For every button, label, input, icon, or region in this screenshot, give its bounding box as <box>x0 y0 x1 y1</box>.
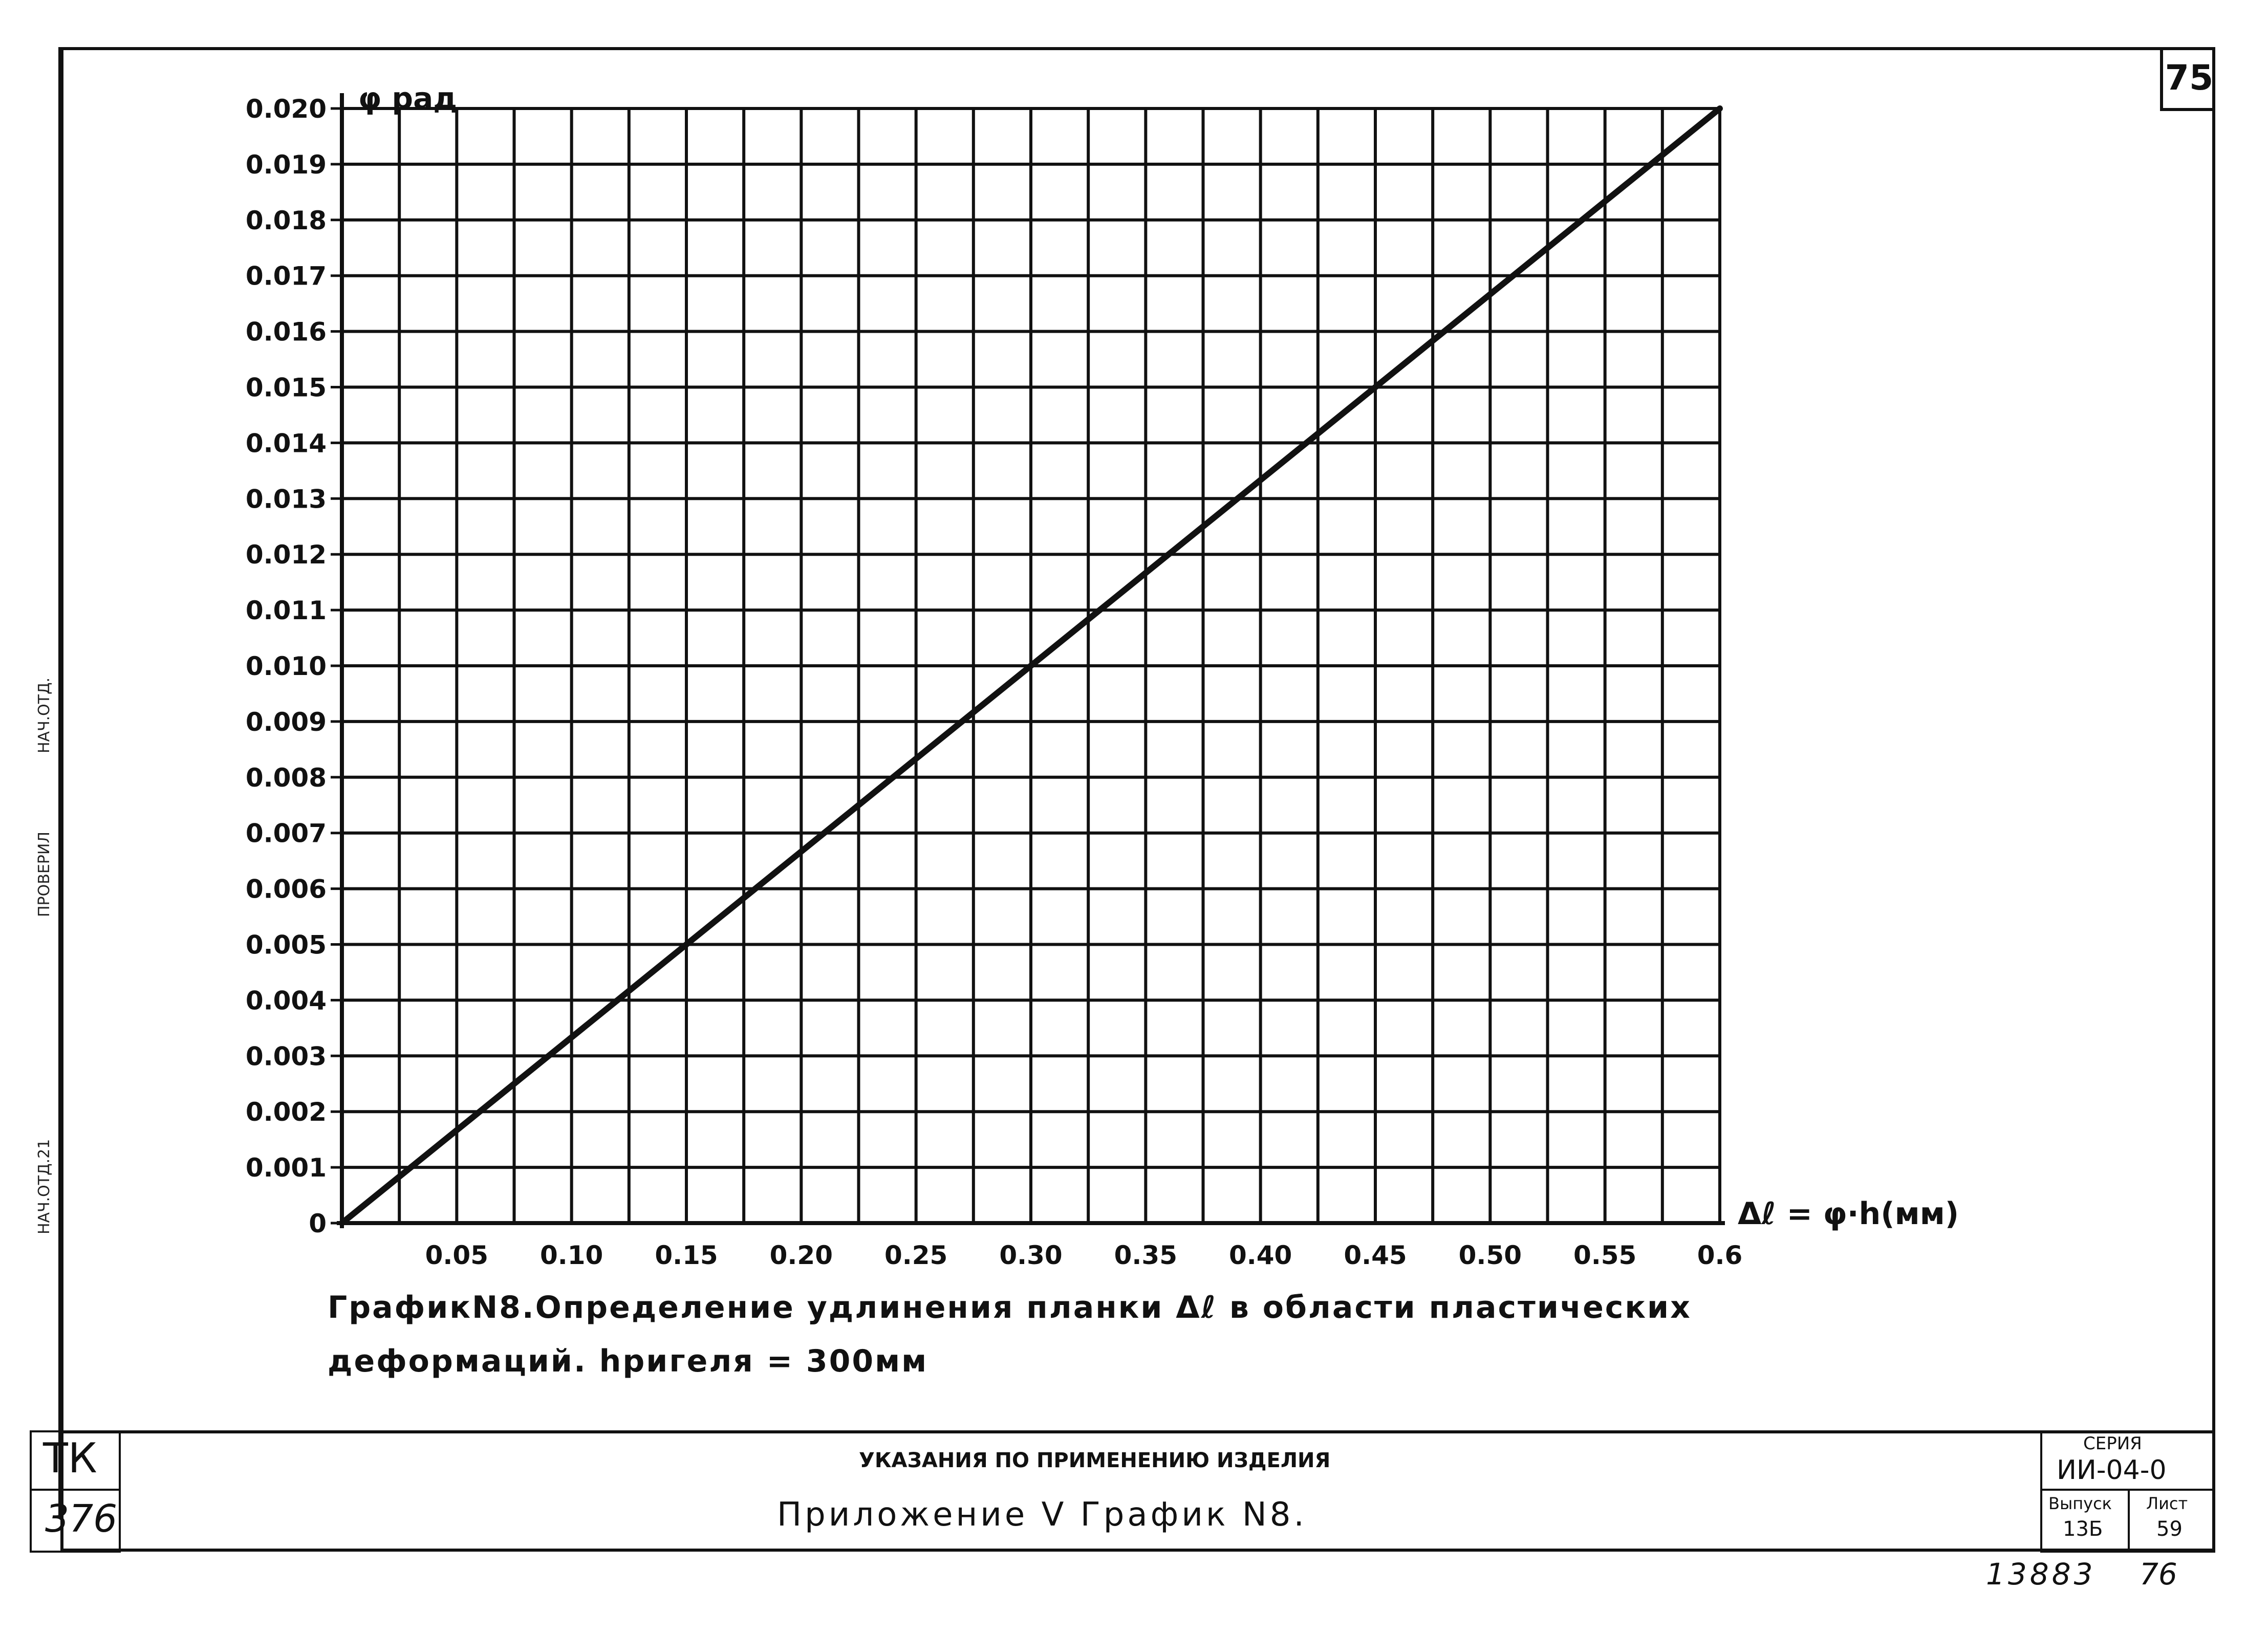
y-tick-label: 0.003 <box>246 1041 327 1071</box>
y-tick-label: 0.016 <box>246 317 327 347</box>
x-tick-label: 0.10 <box>540 1240 603 1270</box>
sheet-label: Лист <box>2146 1494 2188 1513</box>
chart-series <box>339 105 1723 1226</box>
x-tick-label: 0.6 <box>1697 1240 1743 1270</box>
sheet-value: 59 <box>2156 1517 2183 1541</box>
series-value: ИИ-04-0 <box>2057 1455 2167 1486</box>
x-tick-label: 0.45 <box>1344 1240 1407 1270</box>
y-tick-label: 0.010 <box>246 651 327 681</box>
code-top: ТК <box>43 1434 97 1482</box>
y-tick-label: 0.012 <box>246 540 327 570</box>
x-tick-label: 0.20 <box>770 1240 833 1270</box>
issue-cell: Выпуск 13Б <box>2040 1489 2130 1553</box>
x-tick-label: 0.35 <box>1114 1240 1177 1270</box>
y-tick-label: 0.004 <box>246 986 327 1015</box>
x-tick-label: 0.50 <box>1459 1240 1522 1270</box>
x-tick-label: 0.15 <box>655 1240 718 1270</box>
phi-vs-elongation-chart: 0 0.001 0.002 0.003 0.004 0.005 0.006 0.007 0.00… <box>246 81 1959 1270</box>
data-line <box>339 105 1723 1226</box>
chart-caption-line1: ГрафикN8.Определение удлинения планки Δℓ… <box>328 1290 1692 1325</box>
sheet-cell: Лист 59 <box>2128 1489 2215 1553</box>
y-tick-label: 0.006 <box>246 875 327 904</box>
x-tick-label: 0.25 <box>884 1240 947 1270</box>
code-bottom: 376 <box>45 1497 118 1541</box>
y-tick-label: 0.008 <box>246 763 327 793</box>
y-axis-label: φ рад <box>358 81 457 116</box>
title-block: ТК 376 УКАЗАНИЯ ПО ПРИМЕНЕНИЮ ИЗДЕЛИЯ Пр… <box>30 1430 2215 1553</box>
title-subtitle: УКАЗАНИЯ ПО ПРИМЕНЕНИЮ ИЗДЕЛИЯ <box>859 1449 1331 1472</box>
x-axis-label: Δℓ = φ·h(мм) <box>1738 1196 1959 1232</box>
chart-ticks: 0 0.001 0.002 0.003 0.004 0.005 0.006 0.007 0.00… <box>246 94 1742 1270</box>
y-tick-label: 0.017 <box>246 262 327 291</box>
y-tick-label: 0.014 <box>246 428 327 458</box>
issue-label: Выпуск <box>2048 1494 2112 1513</box>
code-cell-top: ТК <box>30 1430 121 1491</box>
chart-grid <box>337 93 1725 1228</box>
sheet-frame <box>60 47 2215 1552</box>
x-tick-label: 0.40 <box>1229 1240 1292 1270</box>
y-tick-label: 0.009 <box>246 707 327 737</box>
binding-strip: ПРОВЕРИЛ НАЧ.ОТД. НАЧ.ОТД.21 <box>28 47 60 1516</box>
issue-value: 13Б <box>2063 1517 2103 1541</box>
y-tick-label: 0.001 <box>246 1153 327 1183</box>
y-tick-label: 0.019 <box>246 150 327 180</box>
x-tick-label: 0.05 <box>425 1240 488 1270</box>
x-tick-label: 0.55 <box>1573 1240 1636 1270</box>
code-cell-bottom: 376 <box>30 1489 121 1553</box>
title-main: Приложение V График N8. <box>777 1496 1307 1534</box>
series-cell: СЕРИЯ ИИ-04-0 <box>2040 1430 2215 1491</box>
archive-number: 13883 <box>1986 1557 2096 1592</box>
y-tick-label: 0.013 <box>246 484 327 514</box>
y-tick-label: 0.005 <box>246 930 327 960</box>
y-tick-label: 0 <box>309 1209 327 1238</box>
y-tick-label: 0.002 <box>246 1097 327 1127</box>
y-tick-label: 0.015 <box>246 373 327 403</box>
page-number: 75 <box>2160 49 2215 111</box>
y-tick-label: 0.020 <box>246 94 327 124</box>
x-tick-label: 0.30 <box>999 1240 1062 1270</box>
archive-page: 76 <box>2140 1557 2177 1592</box>
chart-caption-line2: деформаций. hригеля = 300мм <box>328 1343 928 1379</box>
y-tick-label: 0.007 <box>246 819 327 848</box>
series-label: СЕРИЯ <box>2083 1433 2142 1454</box>
y-tick-label: 0.018 <box>246 206 327 235</box>
y-tick-label: 0.011 <box>246 596 327 625</box>
